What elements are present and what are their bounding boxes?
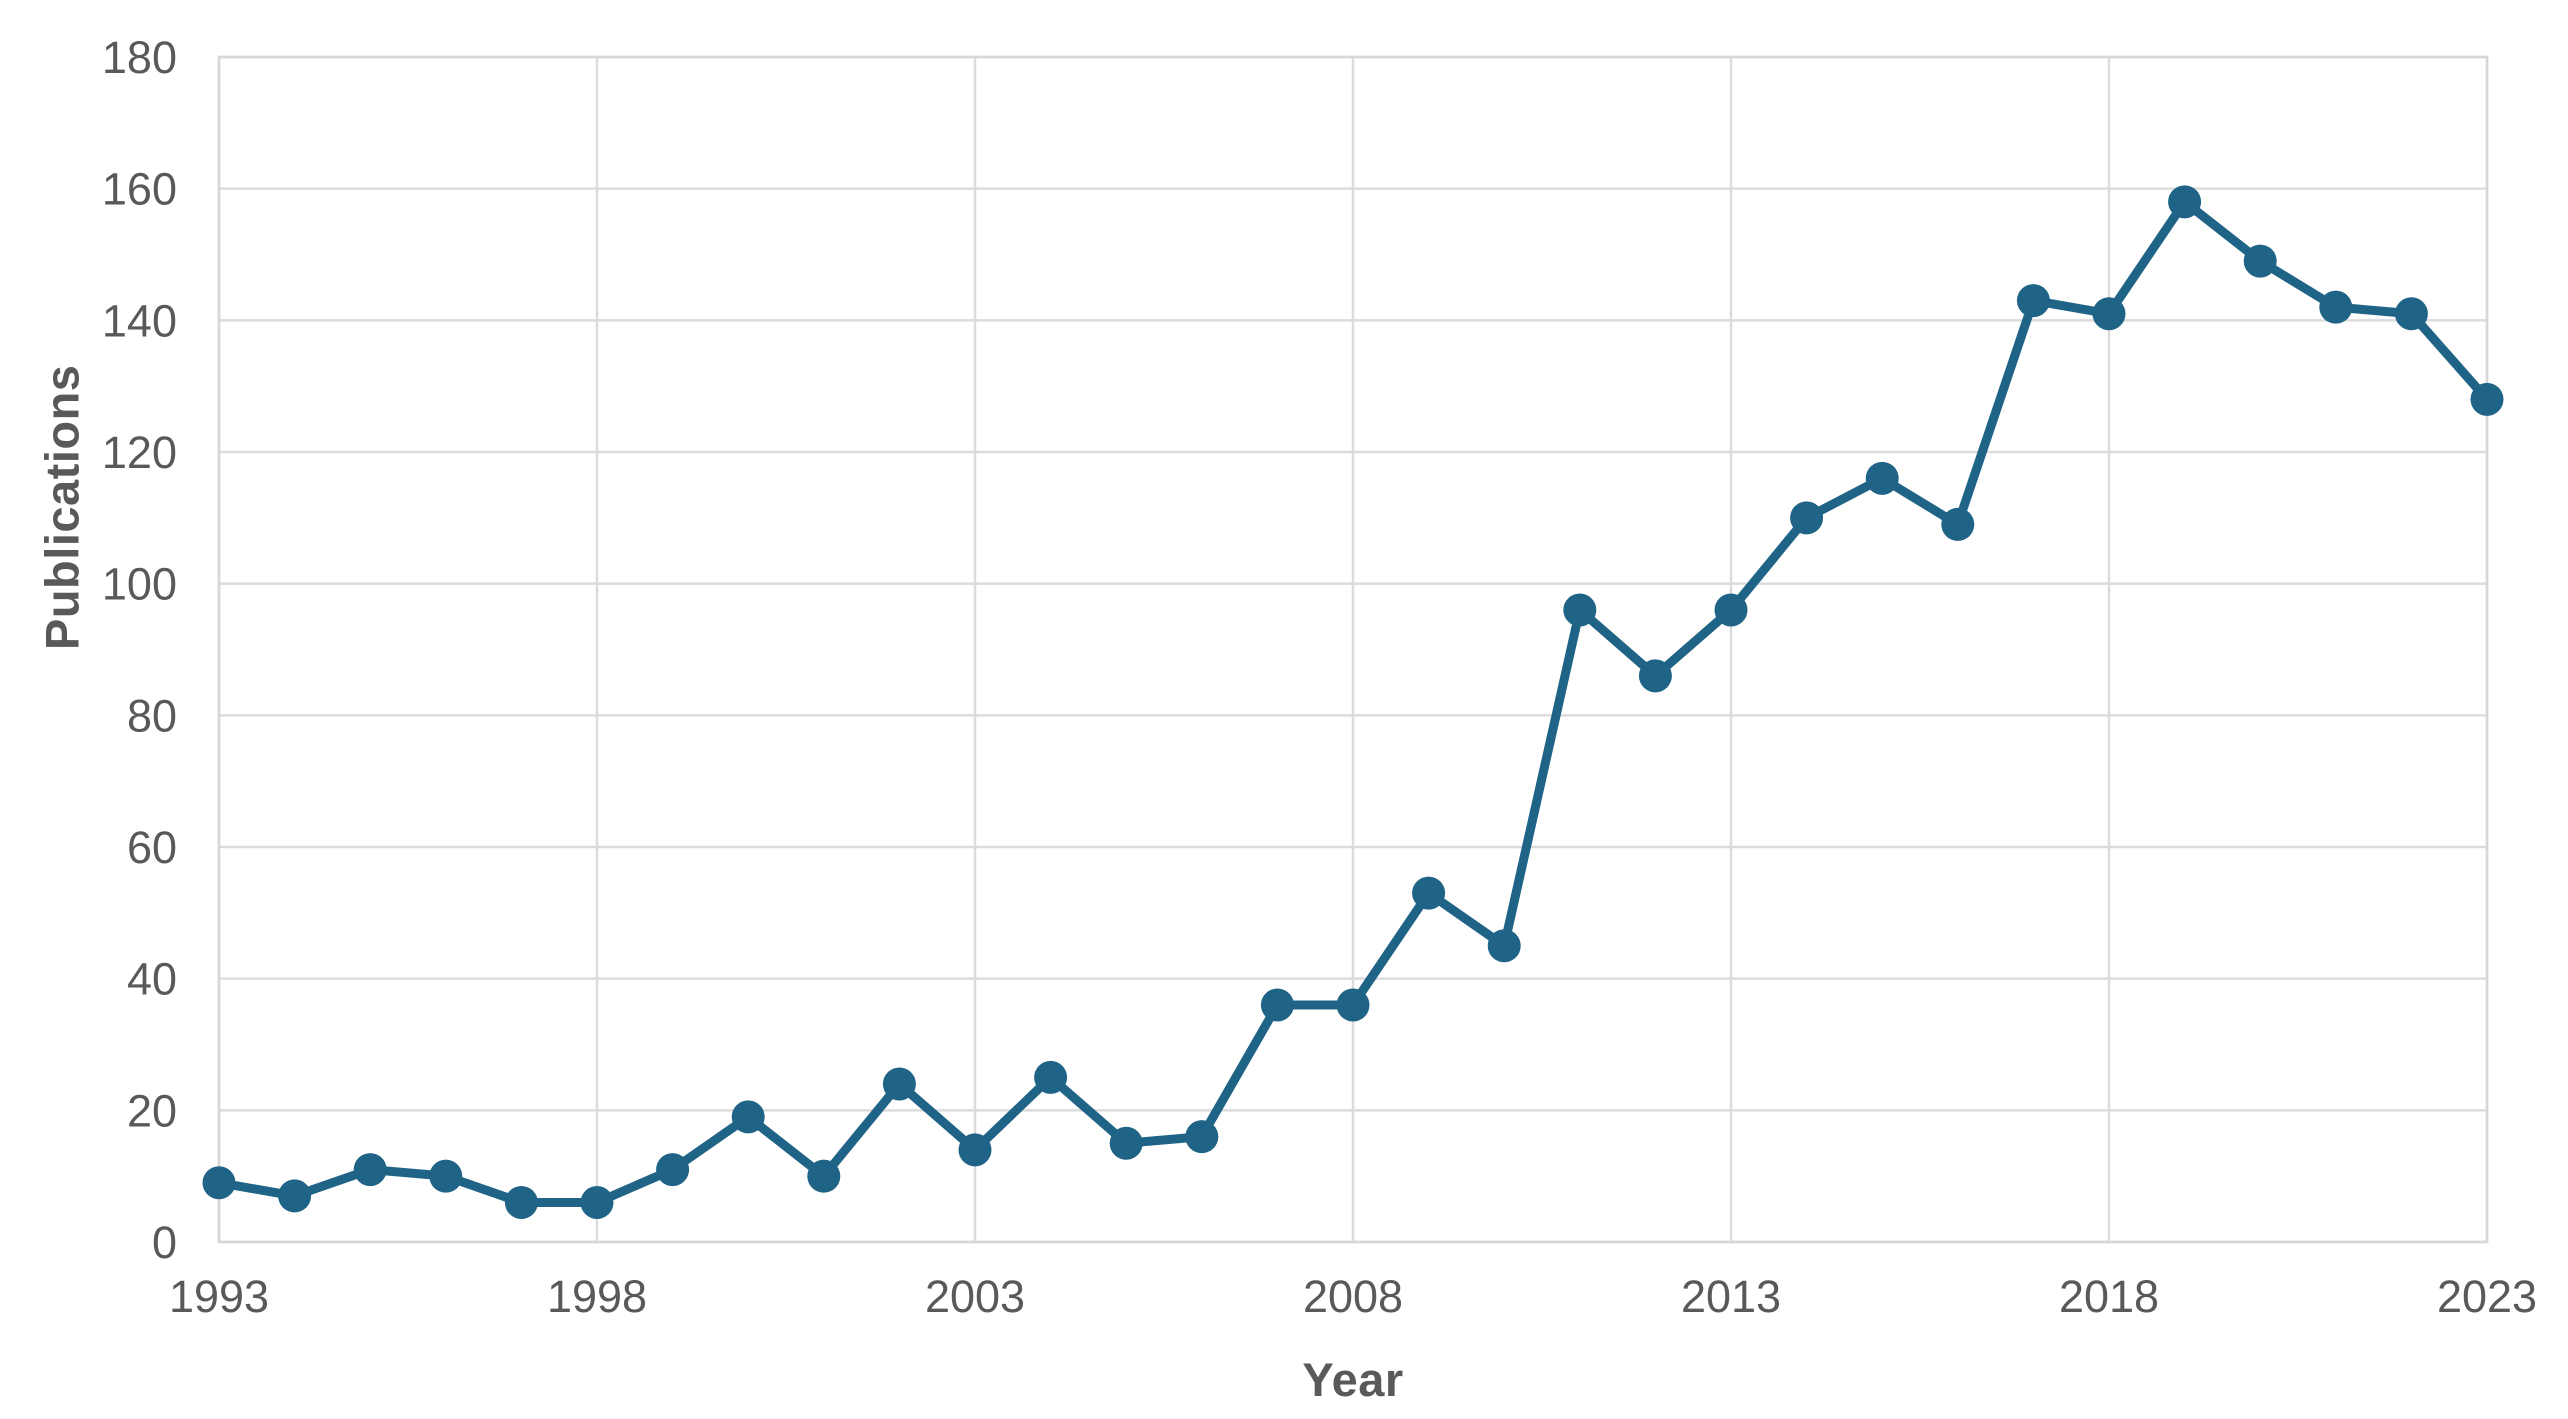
data-point-marker: [1487, 929, 1521, 963]
data-point-marker: [429, 1159, 463, 1193]
x-tick-label: 1998: [547, 1271, 647, 1322]
data-point-marker: [807, 1159, 841, 1193]
y-tick-label: 140: [102, 295, 177, 346]
y-tick-label: 60: [127, 822, 177, 873]
data-point-marker: [1260, 988, 1294, 1022]
y-axis-tick-labels: 0 20 40 60 80 100 120 140 160 180: [102, 32, 177, 1268]
y-tick-label: 40: [127, 954, 177, 1005]
data-point-marker: [1034, 1060, 1068, 1094]
data-point-marker: [731, 1100, 765, 1134]
data-point-marker: [1109, 1126, 1143, 1160]
data-point-marker: [1941, 507, 1975, 541]
data-point-marker: [278, 1179, 312, 1213]
x-tick-label: 2023: [2437, 1271, 2537, 1322]
data-point-marker: [2319, 290, 2353, 324]
y-tick-label: 160: [102, 164, 177, 215]
y-tick-label: 20: [127, 1085, 177, 1136]
x-tick-label: 1993: [169, 1271, 269, 1322]
x-tick-label: 2018: [2059, 1271, 2159, 1322]
data-point-marker: [2394, 297, 2428, 331]
data-point-marker: [958, 1133, 992, 1167]
data-point-marker: [1412, 876, 1446, 910]
y-tick-label: 80: [127, 690, 177, 741]
data-point-marker: [1563, 593, 1597, 627]
x-tick-label: 2013: [1681, 1271, 1781, 1322]
y-tick-label: 120: [102, 427, 177, 478]
data-point-marker: [1865, 461, 1899, 495]
data-point-marker: [2243, 244, 2277, 278]
data-point-marker: [2470, 382, 2504, 416]
data-point-marker: [1336, 988, 1370, 1022]
data-point-marker: [353, 1153, 387, 1187]
data-point-marker: [1185, 1120, 1219, 1154]
data-point-marker: [1790, 501, 1824, 535]
plot-border: [217, 55, 2489, 1244]
x-tick-label: 2003: [925, 1271, 1025, 1322]
data-point-marker: [656, 1153, 690, 1187]
data-point-marker: [1638, 659, 1672, 693]
y-axis-title: Publications: [35, 364, 89, 650]
y-tick-label: 180: [102, 32, 177, 83]
data-point-marker: [2016, 284, 2050, 318]
data-point-marker: [2092, 297, 2126, 331]
gridlines: [217, 55, 2489, 1244]
data-point-marker: [2168, 185, 2202, 219]
data-point-marker: [580, 1186, 614, 1219]
y-tick-label: 0: [152, 1217, 177, 1268]
data-point-marker: [202, 1166, 236, 1200]
data-point-marker: [504, 1186, 538, 1219]
x-axis-tick-labels: 1993 1998 2003 2008 2013 2018 2023: [169, 1271, 2537, 1322]
plot-frame: [217, 55, 2489, 1244]
data-point-marker: [1714, 593, 1748, 627]
x-tick-label: 2008: [1303, 1271, 1403, 1322]
data-series: [202, 185, 2504, 1219]
x-axis-title: Year: [1302, 1353, 1404, 1406]
data-point-marker: [882, 1067, 916, 1101]
y-tick-label: 100: [102, 559, 177, 610]
